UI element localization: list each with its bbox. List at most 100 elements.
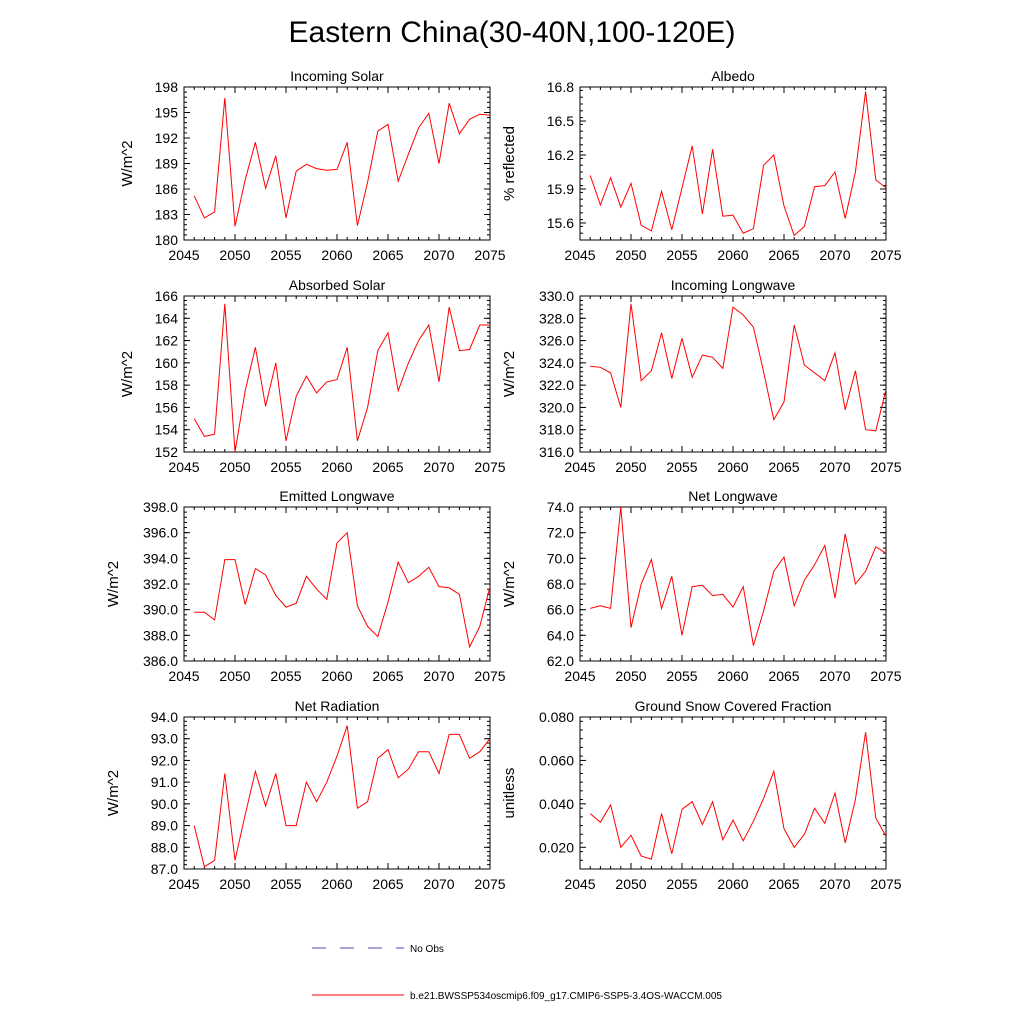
panel-net-radiation: Net Radiation W/m^2 2045 2050 2055 2060 2065 20… bbox=[105, 698, 506, 892]
y-tick-label: 62.0 bbox=[547, 653, 574, 669]
x-tick-label: 2075 bbox=[474, 247, 505, 263]
x-tick-label: 2045 bbox=[168, 247, 199, 263]
legend: No Obs b.e21.BWSSP534oscmip6.f09_g17.CMI… bbox=[312, 944, 722, 1002]
panel-title: Incoming Solar bbox=[290, 68, 384, 84]
y-tick-label: 324.0 bbox=[539, 355, 574, 371]
y-tick-label: 328.0 bbox=[539, 310, 574, 326]
series-line bbox=[193, 725, 491, 868]
y-tick-label: 15.6 bbox=[547, 215, 574, 231]
y-tick-label: 318.0 bbox=[539, 422, 574, 438]
x-tick-label: 2075 bbox=[870, 668, 901, 684]
x-tick-label: 2070 bbox=[819, 459, 850, 475]
y-tick-label: 192 bbox=[155, 130, 179, 146]
x-tick-label: 2070 bbox=[819, 876, 850, 892]
y-tick-label: 326.0 bbox=[539, 333, 574, 349]
panel-net-longwave: Net Longwave W/m^2 2045 2050 2055 2060 2065 207… bbox=[501, 488, 902, 684]
x-tick-label: 2045 bbox=[168, 876, 199, 892]
y-tick-label: 388.0 bbox=[143, 627, 178, 643]
panel-absorbed-solar: Absorbed Solar W/m^2 2045 2050 2055 2060 2065 2… bbox=[119, 277, 506, 475]
x-tick-label: 2065 bbox=[372, 247, 403, 263]
panel-albedo: Albedo % reflected 2045 2050 2055 2060 2065 207… bbox=[501, 68, 902, 263]
series-line bbox=[590, 303, 887, 432]
series-line bbox=[193, 303, 490, 453]
x-tick-label: 2060 bbox=[717, 876, 748, 892]
plot-frame bbox=[579, 295, 887, 453]
x-tick-label: 2065 bbox=[768, 876, 799, 892]
plot-frame bbox=[579, 86, 887, 241]
y-tick-label: 154 bbox=[155, 422, 179, 438]
series-line bbox=[193, 98, 491, 227]
legend-model-label: b.e21.BWSSP534oscmip6.f09_g17.CMIP6-SSP5… bbox=[410, 991, 722, 1002]
y-tick-label: 160 bbox=[155, 355, 179, 371]
panel-title: Ground Snow Covered Fraction bbox=[635, 698, 832, 714]
x-tick-label: 2065 bbox=[768, 668, 799, 684]
x-tick-label: 2050 bbox=[219, 876, 250, 892]
panel-title: Albedo bbox=[711, 68, 755, 84]
x-tick-label: 2060 bbox=[717, 668, 748, 684]
x-tick-label: 2045 bbox=[168, 668, 199, 684]
y-axis-label: unitless bbox=[501, 768, 518, 819]
x-tick-label: 2055 bbox=[270, 459, 301, 475]
x-tick-label: 2060 bbox=[321, 668, 352, 684]
x-tick-label: 2060 bbox=[717, 247, 748, 263]
y-tick-label: 74.0 bbox=[547, 499, 574, 515]
y-axis-label: W/m^2 bbox=[501, 351, 518, 397]
y-tick-label: 87.0 bbox=[151, 861, 178, 877]
y-tick-label: 0.020 bbox=[539, 839, 574, 855]
x-tick-label: 2075 bbox=[474, 668, 505, 684]
x-tick-label: 2050 bbox=[615, 247, 646, 263]
x-tick-label: 2075 bbox=[474, 876, 505, 892]
x-tick-label: 2055 bbox=[666, 247, 697, 263]
y-tick-label: 0.060 bbox=[539, 752, 574, 768]
plot-frame bbox=[183, 506, 491, 662]
y-tick-label: 186 bbox=[155, 181, 179, 197]
y-tick-label: 322.0 bbox=[539, 377, 574, 393]
y-tick-label: 70.0 bbox=[547, 550, 574, 566]
x-tick-label: 2045 bbox=[564, 668, 595, 684]
y-tick-label: 180 bbox=[155, 232, 179, 248]
y-tick-label: 15.9 bbox=[547, 181, 574, 197]
panel-emitted-longwave: Emitted Longwave W/m^2 2045 2050 2055 2060 206… bbox=[105, 488, 506, 684]
y-tick-label: 195 bbox=[155, 105, 179, 121]
figure-title: Eastern China(30-40N,100-120E) bbox=[289, 16, 736, 49]
x-tick-label: 2050 bbox=[219, 459, 250, 475]
plot-frame bbox=[183, 716, 491, 870]
y-axis-label: W/m^2 bbox=[119, 140, 136, 186]
plot-frame bbox=[579, 716, 887, 870]
y-axis-label: W/m^2 bbox=[105, 770, 122, 816]
x-tick-label: 2070 bbox=[423, 668, 454, 684]
panel-title: Absorbed Solar bbox=[289, 277, 386, 293]
x-tick-label: 2075 bbox=[870, 459, 901, 475]
y-tick-label: 88.0 bbox=[151, 839, 178, 855]
x-tick-label: 2075 bbox=[870, 247, 901, 263]
y-tick-label: 394.0 bbox=[143, 550, 178, 566]
x-tick-label: 2075 bbox=[474, 459, 505, 475]
y-tick-label: 390.0 bbox=[143, 602, 178, 618]
series-line bbox=[589, 732, 887, 860]
y-tick-label: 72.0 bbox=[547, 525, 574, 541]
x-tick-label: 2070 bbox=[423, 247, 454, 263]
legend-obs-label: No Obs bbox=[410, 944, 444, 955]
x-tick-label: 2050 bbox=[615, 668, 646, 684]
y-axis-label: W/m^2 bbox=[105, 561, 122, 607]
x-tick-label: 2050 bbox=[615, 459, 646, 475]
series-line bbox=[590, 506, 887, 646]
x-tick-label: 2070 bbox=[819, 668, 850, 684]
panel-grid: Incoming Solar W/m^2 2045 2050 2055 2060 2065 2… bbox=[105, 68, 902, 892]
x-tick-label: 2055 bbox=[270, 247, 301, 263]
x-tick-label: 2055 bbox=[666, 459, 697, 475]
x-tick-label: 2050 bbox=[219, 668, 250, 684]
panel-title: Emitted Longwave bbox=[279, 488, 394, 504]
x-tick-label: 2070 bbox=[423, 876, 454, 892]
y-tick-label: 89.0 bbox=[151, 818, 178, 834]
y-tick-label: 386.0 bbox=[143, 653, 178, 669]
x-tick-label: 2055 bbox=[270, 668, 301, 684]
y-tick-label: 392.0 bbox=[143, 576, 178, 592]
panel-title: Incoming Longwave bbox=[671, 277, 796, 293]
y-tick-label: 158 bbox=[155, 377, 179, 393]
y-tick-label: 16.5 bbox=[547, 113, 574, 129]
y-tick-label: 0.080 bbox=[539, 709, 574, 725]
y-tick-label: 316.0 bbox=[539, 444, 574, 460]
x-tick-label: 2060 bbox=[717, 459, 748, 475]
